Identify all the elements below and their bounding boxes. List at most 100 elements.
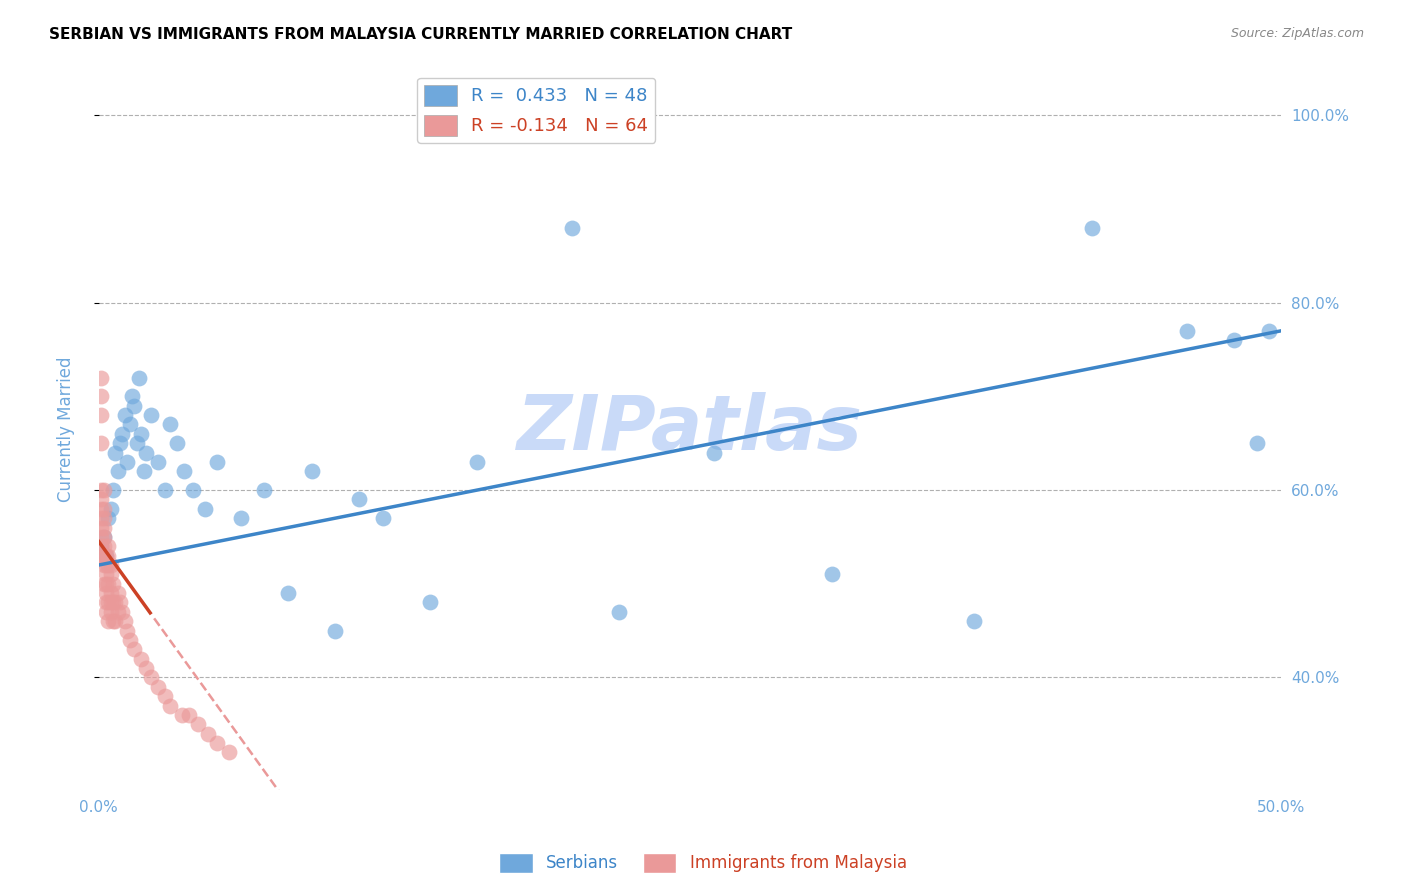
Point bbox=[118, 417, 141, 432]
Point bbox=[135, 445, 157, 459]
Point bbox=[122, 642, 145, 657]
Point bbox=[101, 483, 124, 497]
Point bbox=[93, 549, 115, 563]
Point bbox=[90, 408, 112, 422]
Text: Source: ZipAtlas.com: Source: ZipAtlas.com bbox=[1230, 27, 1364, 40]
Point bbox=[229, 511, 252, 525]
Point bbox=[1223, 333, 1246, 347]
Point bbox=[139, 670, 162, 684]
Point bbox=[94, 567, 117, 582]
Point bbox=[97, 511, 120, 525]
Point bbox=[90, 520, 112, 534]
Point bbox=[100, 558, 122, 572]
Point bbox=[90, 511, 112, 525]
Point bbox=[97, 576, 120, 591]
Point bbox=[166, 436, 188, 450]
Point bbox=[90, 483, 112, 497]
Point bbox=[1175, 324, 1198, 338]
Point bbox=[93, 530, 115, 544]
Point bbox=[159, 417, 181, 432]
Point bbox=[93, 520, 115, 534]
Point bbox=[104, 595, 127, 609]
Point bbox=[104, 614, 127, 628]
Point bbox=[107, 605, 129, 619]
Point bbox=[100, 586, 122, 600]
Point bbox=[371, 511, 394, 525]
Point bbox=[94, 558, 117, 572]
Point bbox=[101, 614, 124, 628]
Point bbox=[107, 586, 129, 600]
Point bbox=[94, 549, 117, 563]
Point bbox=[94, 605, 117, 619]
Point bbox=[90, 530, 112, 544]
Point bbox=[1081, 220, 1104, 235]
Point bbox=[97, 539, 120, 553]
Point bbox=[90, 492, 112, 507]
Point bbox=[177, 707, 200, 722]
Point bbox=[128, 370, 150, 384]
Point bbox=[125, 436, 148, 450]
Point bbox=[277, 586, 299, 600]
Point bbox=[93, 483, 115, 497]
Text: SERBIAN VS IMMIGRANTS FROM MALAYSIA CURRENTLY MARRIED CORRELATION CHART: SERBIAN VS IMMIGRANTS FROM MALAYSIA CURR… bbox=[49, 27, 793, 42]
Point bbox=[97, 549, 120, 563]
Legend: R =  0.433   N = 48, R = -0.134   N = 64: R = 0.433 N = 48, R = -0.134 N = 64 bbox=[418, 78, 655, 143]
Point bbox=[115, 624, 138, 638]
Point bbox=[821, 567, 844, 582]
Point bbox=[94, 595, 117, 609]
Point bbox=[703, 445, 725, 459]
Point bbox=[94, 576, 117, 591]
Point bbox=[108, 436, 131, 450]
Point bbox=[93, 558, 115, 572]
Point bbox=[90, 501, 112, 516]
Point bbox=[93, 576, 115, 591]
Point bbox=[118, 632, 141, 647]
Point bbox=[90, 389, 112, 403]
Point bbox=[132, 464, 155, 478]
Text: ZIPatlas: ZIPatlas bbox=[517, 392, 863, 467]
Point bbox=[90, 539, 112, 553]
Point bbox=[94, 586, 117, 600]
Point bbox=[205, 736, 228, 750]
Point bbox=[194, 501, 217, 516]
Point bbox=[1258, 324, 1281, 338]
Point bbox=[100, 595, 122, 609]
Point bbox=[183, 483, 205, 497]
Point bbox=[1246, 436, 1268, 450]
Point bbox=[170, 707, 193, 722]
Point bbox=[90, 539, 112, 553]
Point bbox=[108, 595, 131, 609]
Point bbox=[301, 464, 323, 478]
Legend: Serbians, Immigrants from Malaysia: Serbians, Immigrants from Malaysia bbox=[492, 847, 914, 880]
Point bbox=[111, 426, 134, 441]
Point bbox=[197, 726, 219, 740]
Point bbox=[93, 511, 115, 525]
Point bbox=[100, 567, 122, 582]
Point bbox=[101, 595, 124, 609]
Point bbox=[146, 680, 169, 694]
Point bbox=[114, 614, 136, 628]
Point bbox=[131, 426, 153, 441]
Point bbox=[90, 549, 112, 563]
Point bbox=[323, 624, 346, 638]
Point bbox=[122, 399, 145, 413]
Point bbox=[101, 576, 124, 591]
Point bbox=[115, 455, 138, 469]
Point bbox=[100, 605, 122, 619]
Point bbox=[173, 464, 195, 478]
Point bbox=[153, 689, 176, 703]
Point bbox=[218, 745, 240, 759]
Point bbox=[90, 436, 112, 450]
Point bbox=[153, 483, 176, 497]
Point bbox=[97, 595, 120, 609]
Point bbox=[100, 501, 122, 516]
Point bbox=[131, 651, 153, 665]
Point bbox=[159, 698, 181, 713]
Point bbox=[104, 445, 127, 459]
Point bbox=[607, 605, 630, 619]
Point bbox=[93, 539, 115, 553]
Point bbox=[465, 455, 488, 469]
Y-axis label: Currently Married: Currently Married bbox=[58, 357, 75, 502]
Point bbox=[135, 661, 157, 675]
Point bbox=[107, 464, 129, 478]
